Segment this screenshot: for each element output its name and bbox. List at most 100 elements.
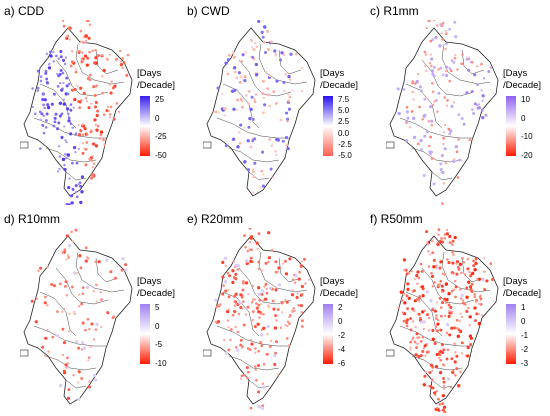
station-marker [95,322,99,326]
station-marker [397,306,401,310]
station-marker [266,93,270,97]
station-marker [73,87,77,91]
station-marker [93,61,97,65]
colorbar-tick-label: 0 [155,321,160,331]
station-marker [39,118,42,121]
station-marker [450,104,454,108]
station-marker [250,95,254,99]
station-marker [430,64,433,68]
station-marker [257,363,261,368]
panel-title: c) R1mm [370,4,419,18]
station-marker [92,290,96,293]
station-marker [49,54,53,58]
station-marker [274,150,277,153]
station-marker [67,186,71,190]
station-marker [443,410,447,413]
station-marker [99,291,102,294]
station-marker [79,86,83,90]
panel-title: e) R20mm [187,212,244,226]
station-marker [433,281,436,284]
station-marker [433,309,437,313]
station-marker [417,276,421,280]
station-marker [431,38,435,42]
station-marker [455,367,459,371]
station-marker [246,305,250,309]
station-marker [244,281,249,285]
station-marker [416,282,419,285]
station-marker [34,112,37,116]
station-marker [422,114,426,118]
station-marker [442,299,445,303]
station-marker [260,303,263,306]
station-marker [453,326,456,330]
station-marker [110,80,114,83]
station-marker [254,62,259,67]
station-marker [451,243,454,246]
station-marker [72,310,75,314]
station-marker [255,306,259,310]
station-marker [81,133,85,136]
station-marker [424,64,427,68]
station-marker [62,24,66,28]
station-marker [69,64,73,68]
station-marker [455,318,459,322]
station-marker [63,62,67,66]
station-marker [475,103,479,107]
inset-marker [386,349,395,357]
station-marker [454,279,457,283]
station-marker [94,123,98,127]
station-marker [444,301,448,305]
station-marker [52,124,56,128]
station-marker [260,30,264,34]
panel-r50mm: f) R50mm [Days /Decade] 1 0 -1 -2 -3 [366,208,549,416]
station-marker [39,79,43,83]
panel-r10mm: d) R10mm [Days /Decade] 5 0 -5 -10 [0,208,183,416]
station-marker [428,61,432,65]
station-marker [444,29,447,33]
station-marker [279,326,283,330]
station-marker [487,70,491,73]
station-marker [253,325,257,329]
station-marker [266,30,269,33]
station-marker [467,306,470,310]
station-marker [83,147,86,150]
station-marker [414,353,418,357]
station-marker [432,20,436,22]
station-marker [56,334,60,338]
colorbar-tick-label: 0 [155,113,160,123]
station-marker [64,285,67,288]
station-marker [268,104,271,108]
map-r50mm [386,228,499,413]
station-marker [224,61,228,65]
station-marker [265,291,269,295]
station-marker [299,304,303,308]
unit-line-1: [Days [137,276,162,287]
station-marker [234,325,237,329]
station-marker [68,330,71,333]
map-r10mm [20,228,133,405]
station-marker [58,167,61,171]
station-marker [63,163,66,167]
station-marker [121,257,125,261]
station-marker [422,320,426,324]
station-marker [84,259,88,263]
station-marker [444,32,448,36]
station-marker [491,277,494,281]
station-marker [434,325,438,329]
station-marker [97,54,100,57]
station-marker [445,331,449,335]
station-marker [469,342,473,346]
colorbar [506,96,516,156]
station-marker [460,341,464,345]
station-marker [474,319,477,323]
station-marker [438,266,442,270]
station-marker [457,138,460,141]
station-marker [108,53,111,56]
station-marker [87,359,90,362]
colorbar-unit-label: [Days /Decade] [320,276,358,300]
station-marker [439,66,443,70]
colorbar-tick-label: -50 [155,151,167,160]
station-marker [449,305,453,309]
station-marker [81,142,85,145]
station-marker [71,50,74,53]
